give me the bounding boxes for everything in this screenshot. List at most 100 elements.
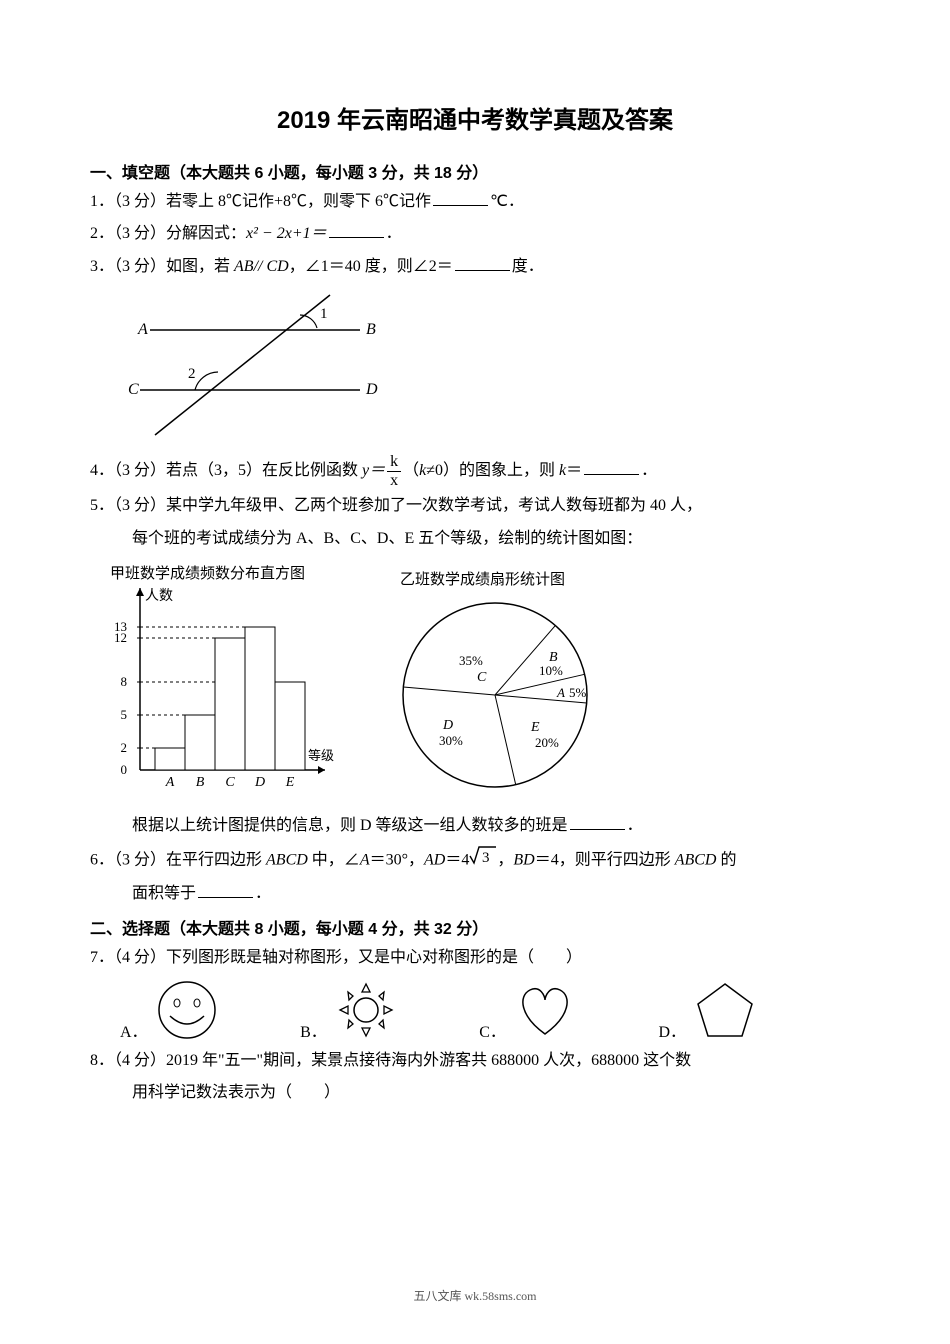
question-5-line3: 根据以上统计图提供的信息，则 D 等级这一组人数较多的班是．: [90, 811, 860, 841]
question-2: 2．（3 分）分解因式：x² − 2x+1＝．: [90, 219, 860, 249]
q3-text-pre: 3．（3 分）如图，若: [90, 258, 234, 275]
svg-text:D: D: [254, 775, 265, 790]
q1-text-pre: 1．（3 分）若零上 8℃记作+8℃，则零下 6℃记作: [90, 193, 431, 210]
bar-chart-ylabel: 人数: [145, 588, 173, 604]
q6-f: ＝4，则平行四边形: [535, 851, 675, 868]
svg-text:10%: 10%: [539, 663, 563, 678]
q6-e: ，: [497, 851, 513, 868]
heart-icon: [510, 978, 580, 1042]
sqrt-3: 3: [469, 844, 497, 877]
q3-mid2: ，∠1＝40 度，则∠2＝: [289, 258, 453, 275]
q5-l3-post: ．: [627, 817, 643, 834]
svg-text:3: 3: [482, 850, 490, 866]
blank-1: [433, 189, 488, 206]
svg-text:13: 13: [114, 619, 127, 634]
svg-text:E: E: [530, 720, 540, 735]
smiley-icon: [152, 978, 222, 1042]
question-5-line1: 5．（3 分）某中学九年级甲、乙两个班参加了一次数学考试，考试人数每班都为 40…: [90, 491, 860, 521]
svg-text:5: 5: [121, 707, 128, 722]
question-4: 4．（3 分）若点（3，5）在反比例函数 y＝kx（k≠0）的图象上，则 k＝．: [90, 453, 860, 489]
choice-b: B．: [300, 978, 401, 1042]
choice-b-label: B．: [300, 1018, 327, 1042]
question-6-line2: 面积等于 ．: [90, 879, 860, 909]
choice-a-label: A．: [120, 1018, 148, 1042]
q6-AD: AD: [424, 851, 445, 868]
q4-eq: ＝: [566, 462, 582, 479]
label-B: B: [366, 321, 376, 338]
svg-text:8: 8: [121, 674, 128, 689]
q6-l2-post: ．: [255, 885, 271, 902]
q2-text-post: ．: [386, 225, 402, 242]
q4-pre: 4．（3 分）若点（3，5）在反比例函数: [90, 462, 362, 479]
question-7: 7．（4 分）下列图形既是轴对称图形，又是中心对称图形的是（ ）: [90, 943, 860, 973]
q6-abcd: ABCD: [266, 851, 308, 868]
svg-text:E: E: [285, 775, 295, 790]
choice-c: C．: [479, 978, 580, 1042]
q3-abcd: AB// CD: [234, 258, 289, 275]
svg-text:B: B: [196, 775, 205, 790]
q6-A: A: [360, 851, 370, 868]
svg-text:D: D: [442, 718, 453, 733]
blank-3: [455, 254, 510, 271]
q7-choices: A． B．: [120, 978, 760, 1042]
q6-l2: 面积等于: [132, 885, 196, 902]
bar-chart-xlabel: 等级: [308, 748, 334, 763]
pentagon-icon: [690, 978, 760, 1042]
question-8-line1: 8．（4 分）2019 年"五一"期间，某景点接待海内外游客共 688000 人…: [90, 1046, 860, 1076]
q6-c: ＝30°，: [370, 851, 424, 868]
svg-text:2: 2: [121, 740, 128, 755]
label-angle-2: 2: [188, 366, 196, 382]
q4-mid: （: [403, 462, 419, 479]
parallel-lines-figure: A B C D 1 2: [120, 290, 860, 445]
q6-abcd2: ABCD: [675, 851, 717, 868]
q4-mid2: ≠0）的图象上，则: [426, 462, 559, 479]
bar-chart-title: 甲班数学成绩频数分布直方图: [110, 565, 305, 582]
question-5-line2: 每个班的考试成绩分为 A、B、C、D、E 五个等级，绘制的统计图如图：: [90, 524, 860, 554]
q4-fraction: kx: [387, 453, 401, 489]
sun-icon: [331, 978, 401, 1042]
svg-text:C: C: [225, 775, 235, 790]
label-angle-1: 1: [320, 306, 328, 322]
choice-d: D．: [658, 978, 760, 1042]
q4-frac-den: x: [387, 472, 401, 490]
label-D: D: [365, 381, 378, 398]
choice-a: A．: [120, 978, 222, 1042]
q4-post: ．: [641, 462, 657, 479]
svg-text:A: A: [556, 685, 565, 700]
question-6-line1: 6．（3 分）在平行四边形 ABCD 中，∠A＝30°，AD＝4 3 ，BD＝4，则…: [90, 844, 860, 877]
q3-text-post: 度．: [512, 258, 544, 275]
svg-text:20%: 20%: [535, 735, 559, 750]
q6-d: ＝4: [445, 851, 469, 868]
question-1: 1．（3 分）若零上 8℃记作+8℃，则零下 6℃记作 ℃．: [90, 187, 860, 217]
question-8-line2: 用科学记数法表示为（ ）: [90, 1078, 860, 1108]
svg-text:35%: 35%: [459, 653, 483, 668]
svg-text:5%: 5%: [569, 685, 587, 700]
q6-BD: BD: [513, 851, 534, 868]
q2-expr: x² − 2x+1＝: [246, 225, 327, 242]
choice-d-label: D．: [658, 1018, 686, 1042]
q4-frac-num: k: [387, 453, 401, 472]
page-footer: 五八文库 wk.58sms.com: [0, 1287, 950, 1304]
question-3: 3．（3 分）如图，若 AB// CD，∠1＝40 度，则∠2＝ 度．: [90, 252, 860, 282]
q1-text-post: ℃．: [490, 193, 524, 210]
blank-6: [198, 881, 253, 898]
q6-g: 的: [716, 851, 736, 868]
page-title: 2019 年云南昭通中考数学真题及答案: [90, 100, 860, 135]
svg-text:C: C: [477, 670, 487, 685]
choice-c-label: C．: [479, 1018, 506, 1042]
section-2-header: 二、选择题（本大题共 8 小题，每小题 4 分，共 32 分）: [90, 915, 860, 939]
q6-a: 6．（3 分）在平行四边形: [90, 851, 266, 868]
blank-4: [584, 458, 639, 475]
q4-y: y＝: [362, 462, 385, 479]
section-1-header: 一、填空题（本大题共 6 小题，每小题 3 分，共 18 分）: [90, 159, 860, 183]
pie-chart: 乙班数学成绩扇形统计图 A 5% B 10% 35%: [360, 560, 640, 805]
q6-b: 中，∠: [308, 851, 360, 868]
label-C: C: [128, 381, 139, 398]
blank-5: [570, 813, 625, 830]
svg-text:0: 0: [121, 762, 128, 777]
svg-text:A: A: [165, 775, 175, 790]
blank-2: [329, 221, 384, 238]
parallel-lines-svg: A B C D 1 2: [120, 290, 400, 440]
label-A: A: [137, 321, 148, 338]
svg-text:30%: 30%: [439, 733, 463, 748]
